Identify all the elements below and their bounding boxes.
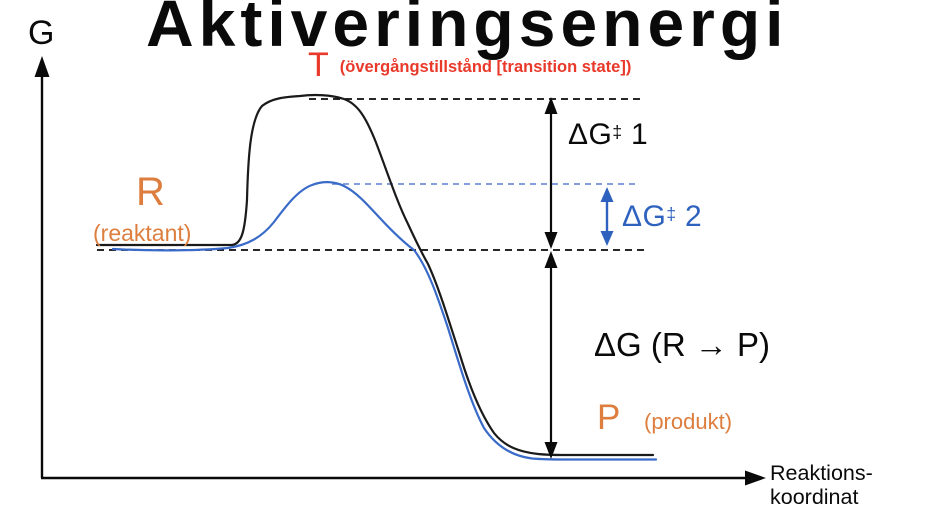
dg2-arrowhead-up-icon — [600, 187, 614, 202]
transition-state-description: (övergångstillstånd [transition state]) — [339, 58, 632, 76]
dg1-index: 1 — [631, 118, 649, 151]
product-description: (produkt) — [644, 409, 733, 434]
dg-rp-arrowhead-down-icon — [544, 442, 558, 459]
reactant-description: (reaktant) — [93, 220, 192, 246]
transition-state-symbol: T — [308, 46, 329, 84]
x-axis — [41, 470, 766, 486]
uncatalyzed-curve — [95, 93, 655, 457]
y-axis-arrowhead-icon — [34, 56, 50, 77]
dg2-index: 2 — [685, 200, 703, 233]
x-axis-arrowhead-icon — [745, 470, 766, 486]
reaction-free-energy-label: ΔG (R → P) — [594, 326, 771, 363]
dg2-measure-arrow — [600, 187, 614, 246]
dg-rp-measure-arrow — [544, 251, 558, 459]
y-axis — [34, 56, 50, 478]
dg2-base: ΔG — [622, 200, 667, 233]
y-axis-label: G — [28, 14, 55, 52]
dg1-doubledagger: ‡ — [612, 122, 623, 142]
x-axis-label-line1: Reaktions- — [770, 461, 873, 485]
dg-rp-arrowhead-up-icon — [544, 251, 558, 268]
x-axis-label-line2: koordinat — [770, 485, 859, 509]
activation-energy-1-label: ΔG‡ 1 — [568, 118, 648, 152]
dg2-doubledagger: ‡ — [666, 204, 677, 224]
page-title: Aktiveringsenergi — [146, 0, 789, 61]
dg1-base: ΔG — [568, 118, 613, 151]
dg1-arrowhead-up-icon — [544, 97, 558, 114]
dg1-arrowhead-down-icon — [544, 232, 558, 249]
transition-state-label: T (övergångstillstånd [transition state]… — [308, 48, 631, 82]
dg2-arrowhead-down-icon — [600, 231, 614, 246]
reactant-symbol: R — [136, 170, 165, 214]
activation-energy-2-label: ΔG‡ 2 — [622, 200, 702, 234]
dg1-measure-arrow — [544, 97, 558, 249]
product-symbol: P — [597, 398, 621, 437]
catalyzed-curve — [111, 181, 658, 461]
x-axis-label: Reaktions- koordinat — [770, 461, 900, 509]
